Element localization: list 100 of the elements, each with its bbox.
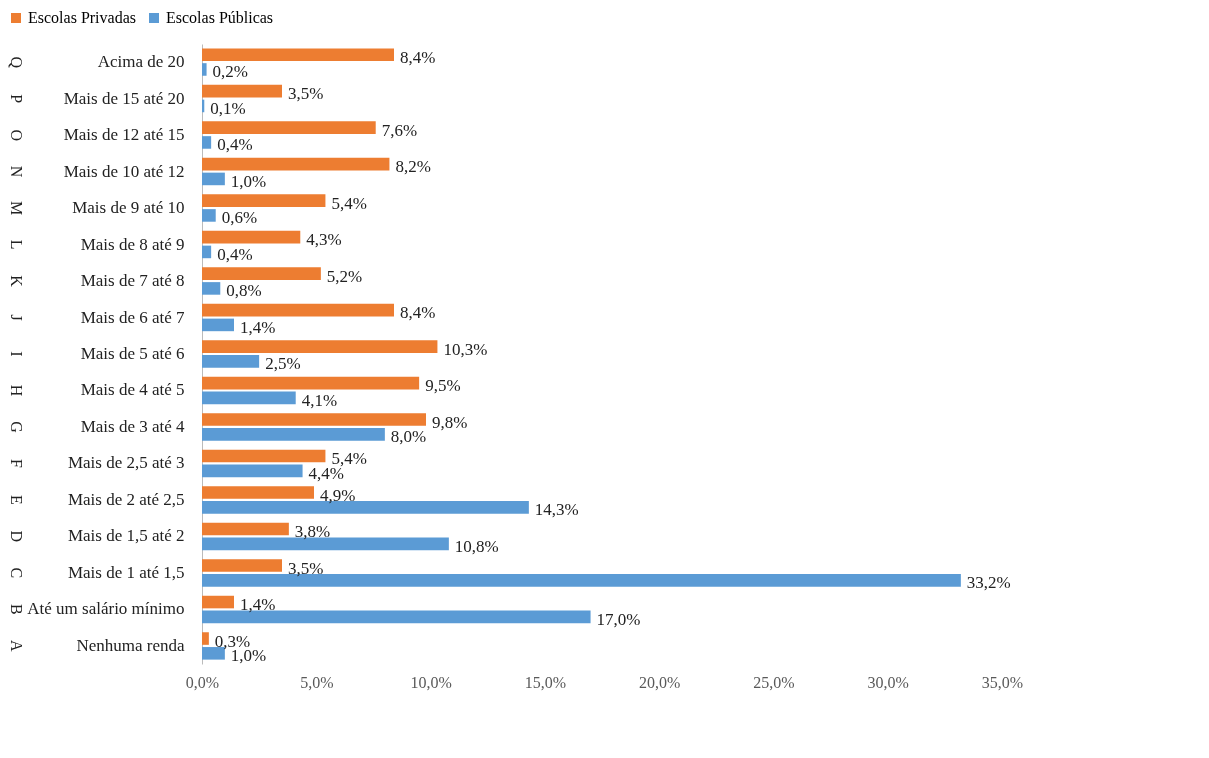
data-label: 1,4%	[240, 595, 276, 615]
bar	[202, 245, 212, 259]
y-tick-label: Nenhuma renda	[76, 635, 185, 655]
data-label: 0,6%	[221, 208, 258, 228]
bar	[202, 63, 207, 76]
bar	[202, 355, 260, 368]
y-tick-label: Mais de 5 até 6	[80, 344, 185, 363]
text: A	[8, 639, 25, 652]
bar	[202, 318, 234, 332]
data-label: 0,8%	[226, 281, 262, 301]
text: J	[8, 314, 25, 321]
data-label: 4,1%	[301, 390, 338, 410]
bar	[202, 230, 301, 244]
bar	[202, 303, 394, 317]
text: F	[8, 458, 25, 468]
y-tick-label: Mais de 7 até 8	[80, 271, 185, 291]
text: M	[8, 201, 25, 216]
y-tick-label: Mais de 2,5 até 3	[67, 453, 185, 473]
data-label: 0,4%	[217, 244, 253, 264]
bar	[202, 340, 438, 353]
bar	[202, 84, 282, 98]
data-label: 9,5%	[425, 376, 461, 396]
text: B	[8, 603, 25, 615]
bar	[202, 610, 591, 624]
text: I	[8, 351, 25, 357]
y-tick-label: Mais de 2 até 2,5	[67, 489, 185, 509]
y-tick-label: Mais de 9 até 10	[72, 198, 185, 218]
text: L	[8, 239, 25, 250]
bar	[202, 267, 321, 280]
text: O	[8, 129, 25, 141]
bar	[202, 428, 385, 441]
x-tick-label: 30,0%	[867, 673, 909, 691]
data-label: 5,4%	[331, 193, 367, 213]
y-tick-label: Mais de 10 até 12	[63, 161, 185, 181]
data-label: 10,8%	[454, 536, 499, 556]
y-tick-label: Mais de 12 até 15	[63, 125, 185, 145]
text: P	[8, 94, 25, 104]
legend-label: Escolas Privadas	[28, 9, 136, 26]
data-label: 1,0%	[230, 171, 267, 191]
bar	[202, 282, 221, 295]
text: D	[8, 530, 25, 543]
y-tick-label: Até um salário mínimo	[27, 599, 185, 619]
x-tick-label: 35,0%	[981, 673, 1024, 691]
x-tick-label: 10,0%	[410, 673, 452, 691]
text: C	[8, 567, 25, 579]
bar	[202, 376, 420, 390]
data-label: 14,3%	[534, 500, 579, 520]
y-tick-label: Mais de 1,5 até 2	[67, 526, 185, 546]
bar	[202, 449, 326, 463]
bar	[202, 136, 212, 149]
data-label: 0,2%	[212, 62, 248, 82]
bar	[202, 157, 390, 171]
data-label: 1,4%	[240, 317, 276, 337]
bar	[202, 391, 296, 405]
bar	[202, 413, 426, 426]
bar	[202, 595, 234, 609]
text: E	[8, 494, 25, 505]
bar	[202, 486, 314, 499]
y-tick-label: Mais de 15 até 20	[63, 88, 185, 108]
bar	[202, 464, 303, 478]
bar	[202, 501, 529, 514]
data-label: 8,4%	[400, 303, 436, 323]
data-label: 5,2%	[326, 266, 363, 286]
data-label: 10,3%	[443, 339, 488, 359]
x-tick-label: 15,0%	[524, 673, 567, 691]
text: N	[8, 165, 25, 178]
legend-label: Escolas Públicas	[166, 9, 274, 26]
text: Q	[8, 56, 25, 69]
bar	[202, 574, 961, 587]
x-tick-label: 25,0%	[753, 673, 795, 691]
y-tick-label: Mais de 4 até 5	[80, 380, 185, 400]
data-label: 7,6%	[381, 120, 418, 140]
data-label: 4,3%	[306, 230, 342, 250]
bar	[202, 48, 394, 61]
bar	[202, 121, 376, 134]
data-label: 17,0%	[596, 609, 641, 629]
y-tick-label: Mais de 1 até 1,5	[67, 562, 185, 582]
text: G	[8, 421, 25, 434]
bar	[202, 537, 449, 551]
bar	[202, 522, 289, 536]
data-label: 0,4%	[217, 135, 253, 155]
y-tick-label: Mais de 3 até 4	[80, 416, 185, 436]
x-tick-label: 5,0%	[300, 673, 334, 691]
text: K	[8, 275, 25, 288]
data-label: 8,0%	[390, 427, 427, 447]
data-label: 3,5%	[288, 84, 324, 104]
y-tick-label: Mais de 6 até 7	[80, 307, 185, 327]
data-label: 3,5%	[288, 558, 324, 578]
data-label: 0,1%	[210, 98, 246, 118]
y-tick-label: Acima de 20	[97, 52, 185, 72]
bar	[202, 559, 282, 572]
data-label: 33,2%	[966, 573, 1011, 593]
data-label: 8,4%	[400, 47, 436, 67]
data-label: 2,5%	[265, 354, 301, 374]
data-label: 9,8%	[432, 412, 468, 432]
data-label: 8,2%	[395, 157, 431, 177]
data-label: 3,8%	[294, 522, 331, 542]
bar	[202, 632, 209, 645]
y-tick-label: Mais de 8 até 9	[80, 234, 185, 254]
bar	[202, 172, 225, 186]
